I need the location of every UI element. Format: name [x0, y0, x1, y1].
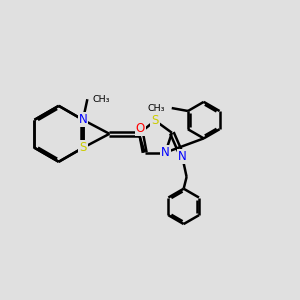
Text: S: S [152, 114, 159, 127]
Text: S: S [79, 141, 87, 154]
Text: N: N [161, 146, 170, 159]
Text: CH₃: CH₃ [93, 95, 110, 104]
Text: N: N [79, 113, 87, 126]
Text: CH₃: CH₃ [148, 103, 165, 112]
Text: N: N [178, 150, 187, 163]
Text: O: O [136, 122, 145, 136]
